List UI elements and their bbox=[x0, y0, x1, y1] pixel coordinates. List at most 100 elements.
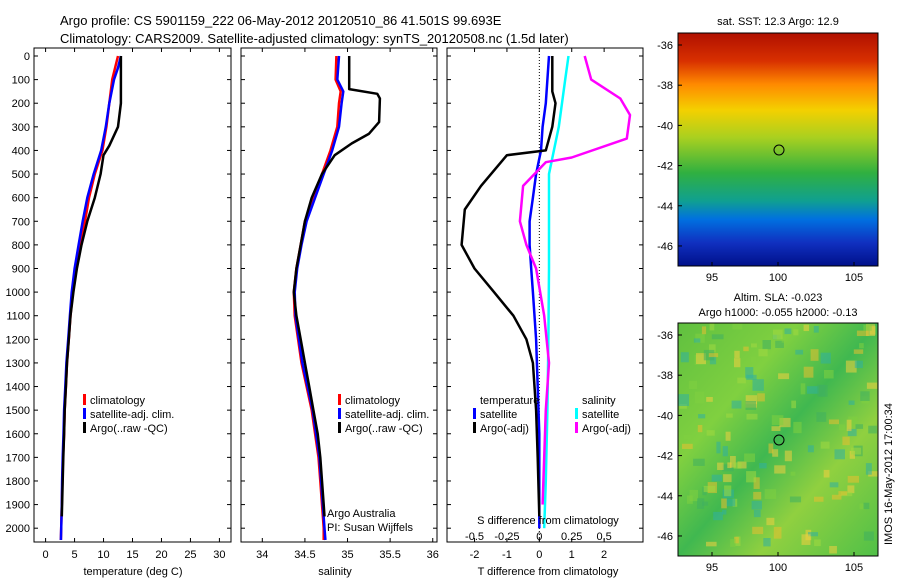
map-pixel bbox=[731, 400, 742, 409]
map-pixel bbox=[706, 430, 715, 436]
map-pixel bbox=[803, 366, 814, 378]
salinity-axis: 34 34.5 35 35.5 36 bbox=[256, 48, 439, 561]
map-pixel bbox=[848, 400, 855, 405]
map-pixel bbox=[744, 453, 755, 463]
map-pixel bbox=[768, 443, 774, 454]
map-pixel bbox=[847, 475, 860, 483]
map-pixel bbox=[847, 485, 855, 494]
map-pixel bbox=[698, 430, 703, 441]
map-pixel bbox=[865, 463, 872, 475]
map-pixel bbox=[803, 324, 810, 332]
map-pixel bbox=[784, 450, 792, 462]
salinity-lines bbox=[292, 55, 382, 541]
map-pixel bbox=[807, 445, 814, 453]
map-pixel bbox=[697, 498, 705, 509]
depth-tick-label: 1400 bbox=[6, 382, 30, 394]
map-pixel bbox=[695, 333, 705, 343]
map-pixel bbox=[851, 447, 862, 455]
series-line-t-satellite bbox=[528, 55, 551, 529]
map-pixel bbox=[709, 323, 715, 331]
x-tick-label: 34 bbox=[256, 549, 268, 561]
temperature-lines bbox=[59, 55, 123, 541]
legend-swatch-t-argo bbox=[473, 422, 476, 433]
map-pixel bbox=[713, 511, 723, 521]
header-line-2: Climatology: CARS2009. Satellite-adjuste… bbox=[60, 31, 569, 46]
map-pixel bbox=[733, 462, 742, 469]
s-difference-xlabel: S difference from climatology bbox=[477, 515, 619, 527]
map-pixel bbox=[701, 326, 707, 335]
legend-satellite: satellite-adj. clim. bbox=[345, 409, 429, 421]
map-pixel bbox=[723, 474, 732, 483]
map-pixel bbox=[708, 353, 719, 358]
x-tick-label: 10 bbox=[97, 549, 109, 561]
depth-tick-label: 1600 bbox=[6, 429, 30, 441]
sla-map-title-2: Argo h1000: -0.055 h2000: -0.13 bbox=[698, 307, 857, 319]
depth-axis: 0 100 200 300 400 500 600 700 800 900 1000 1100 1200… bbox=[6, 51, 231, 535]
map-pixel bbox=[732, 323, 743, 330]
x-tick-label: 5 bbox=[71, 549, 77, 561]
lat-tick-label: -36 bbox=[657, 40, 673, 52]
map-pixel bbox=[751, 500, 762, 510]
legend-swatch-satellite bbox=[338, 408, 341, 419]
map-pixel bbox=[791, 400, 797, 409]
map-pixel bbox=[762, 340, 771, 350]
x-tick-label: 15 bbox=[126, 549, 138, 561]
map-pixel bbox=[730, 539, 736, 547]
legend-swatch-satellite bbox=[83, 408, 86, 419]
map-pixel bbox=[854, 360, 863, 369]
map-pixel bbox=[795, 349, 804, 355]
salinity-depth-ticks bbox=[241, 55, 437, 529]
map-pixel bbox=[781, 334, 787, 343]
legend-argo: Argo(..raw -QC) bbox=[345, 423, 423, 435]
header-line-1: Argo profile: CS 5901159_222 06-May-2012… bbox=[60, 13, 502, 28]
map-pixel bbox=[717, 462, 724, 471]
lat-tick-label: -44 bbox=[657, 491, 673, 503]
map-pixel bbox=[784, 328, 792, 335]
lon-tick-label: 95 bbox=[706, 562, 718, 574]
temperature-axis: 0 5 10 15 20 25 30 bbox=[43, 48, 226, 561]
legend-swatch-t-satellite bbox=[473, 408, 476, 419]
map-pixel bbox=[789, 496, 802, 503]
map-pixel bbox=[808, 532, 819, 537]
map-pixel bbox=[693, 458, 705, 466]
map-pixel bbox=[734, 536, 739, 544]
x-tick-label: 35.5 bbox=[379, 549, 400, 561]
map-pixel bbox=[775, 340, 784, 348]
map-pixel bbox=[753, 477, 760, 489]
map-pixel bbox=[743, 346, 749, 352]
depth-tick-label: 1000 bbox=[6, 287, 30, 299]
depth-tick-label: 800 bbox=[12, 240, 30, 252]
map-pixel bbox=[801, 534, 811, 545]
difference-legend: temperature satellite Argo(-adj) salinit… bbox=[473, 395, 631, 435]
legend-t-argo: Argo(-adj) bbox=[480, 423, 529, 435]
map-pixel bbox=[793, 329, 799, 336]
depth-tick-label: 1200 bbox=[6, 334, 30, 346]
map-pixel bbox=[820, 352, 831, 364]
lon-tick-label: 100 bbox=[769, 272, 787, 284]
map-pixel bbox=[774, 465, 786, 474]
depth-tick-label: 500 bbox=[12, 169, 30, 181]
map-pixel bbox=[847, 428, 857, 437]
x-tick-label: 1 bbox=[569, 549, 575, 561]
series-line-argo-raw-qc- bbox=[292, 56, 382, 517]
map-pixel bbox=[807, 386, 819, 394]
map-pixel bbox=[839, 424, 846, 431]
lat-tick-label: -38 bbox=[657, 370, 673, 382]
map-pixel bbox=[853, 349, 864, 354]
depth-tick-label: 700 bbox=[12, 216, 30, 228]
map-pixel bbox=[838, 491, 848, 496]
map-pixel bbox=[866, 382, 878, 389]
map-pixel bbox=[678, 394, 690, 406]
x-tick-label: -2 bbox=[470, 549, 480, 561]
map-pixel bbox=[863, 502, 870, 510]
map-pixel bbox=[846, 419, 852, 432]
lon-tick-label: 105 bbox=[845, 562, 863, 574]
depth-tick-label: 900 bbox=[12, 263, 30, 275]
map-pixel bbox=[845, 360, 857, 373]
map-pixel bbox=[734, 358, 741, 368]
map-pixel bbox=[856, 330, 869, 337]
series-line-s-argo-adj- bbox=[518, 55, 632, 505]
lat-tick-label: -38 bbox=[657, 80, 673, 92]
map-pixel bbox=[859, 343, 864, 349]
